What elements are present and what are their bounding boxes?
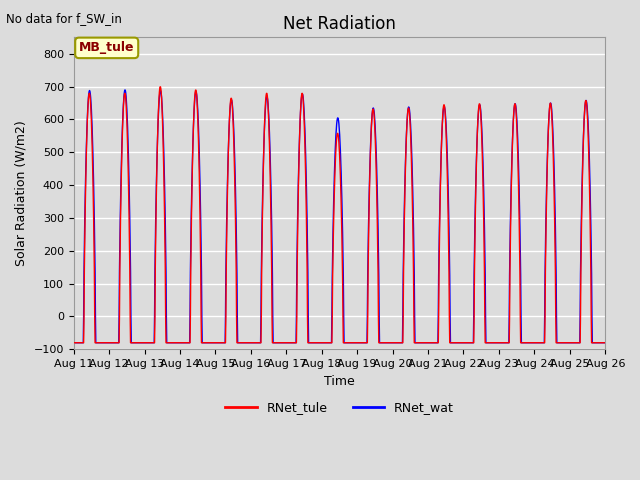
Title: Net Radiation: Net Radiation (283, 15, 396, 33)
Text: No data for f_SW_in: No data for f_SW_in (6, 12, 122, 25)
X-axis label: Time: Time (324, 374, 355, 387)
Text: MB_tule: MB_tule (79, 41, 134, 54)
Legend: RNet_tule, RNet_wat: RNet_tule, RNet_wat (220, 396, 459, 419)
Y-axis label: Solar Radiation (W/m2): Solar Radiation (W/m2) (15, 120, 28, 266)
